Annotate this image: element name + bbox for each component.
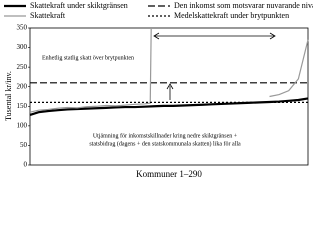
chart: Tusental kr/inv. Kommuner 1–290 Enhetlig… [4, 1, 313, 179]
series-line [29, 27, 309, 113]
series-line [29, 97, 309, 116]
annotation: statsbidrag (dagens + den statskommunala… [89, 140, 241, 147]
y-tick-label: 200 [17, 82, 28, 90]
y-tick-label: 0 [24, 161, 28, 169]
x-axis-label: Kommuner 1–290 [136, 169, 202, 179]
y-tick-label: 50 [20, 141, 28, 149]
legend-label: Den inkomst som motsvarar nuvarande nivå [174, 1, 313, 10]
legend-label: Medelskattekraft under brytpunkten [174, 11, 289, 20]
y-tick-label: 150 [17, 102, 28, 110]
legend-label: Skattekraft [30, 11, 66, 20]
y-tick-label: 100 [17, 121, 28, 129]
y-axis-label: Tusental kr/inv. [4, 71, 13, 121]
arrow-head [166, 83, 174, 90]
plot-frame [29, 27, 309, 166]
y-tick-label: 350 [17, 24, 28, 32]
y-tick-label: 300 [17, 43, 28, 51]
annotation: Utjämning för inkomstskillnader kring ne… [93, 132, 238, 139]
legend-label: Skattekraft under skiktgränsen [30, 1, 128, 10]
y-tick-label: 250 [17, 63, 28, 71]
arrow-head [153, 32, 276, 40]
annotation: Enhetlig statlig skatt över brytpunkten [42, 55, 134, 61]
